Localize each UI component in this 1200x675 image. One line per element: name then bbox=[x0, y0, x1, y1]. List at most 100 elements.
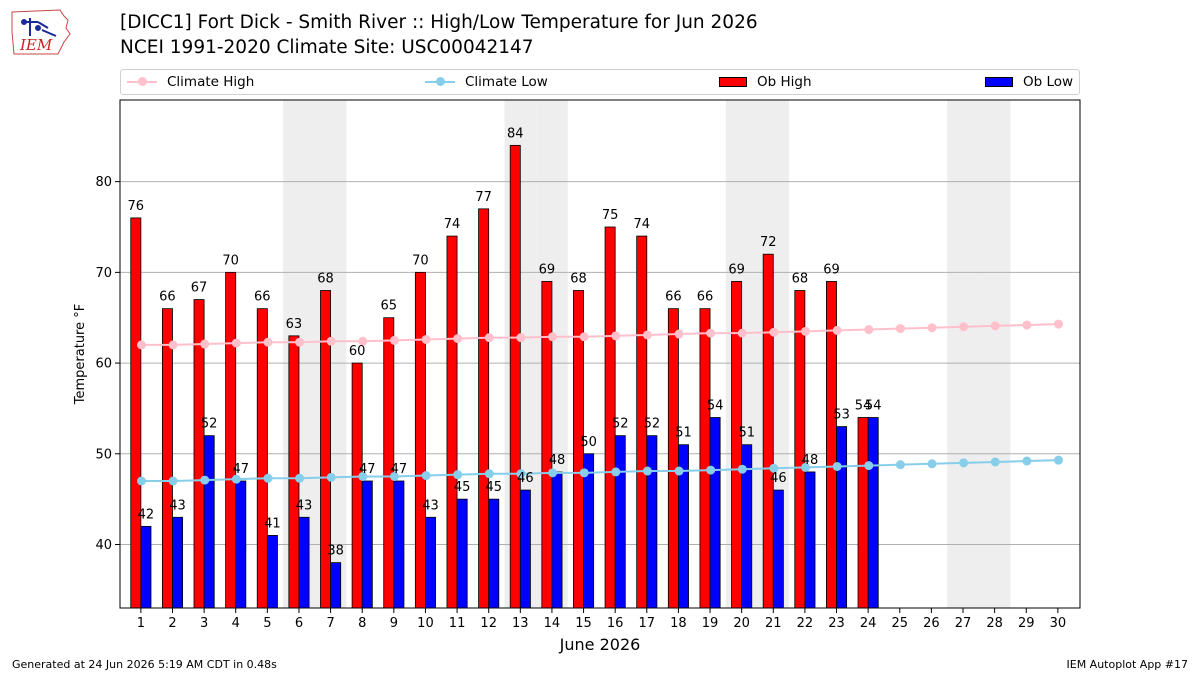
x-tick-label-24: 24 bbox=[860, 616, 877, 631]
ob-high-bar-day-21 bbox=[763, 254, 773, 608]
climate-high-point-day-21 bbox=[769, 328, 778, 337]
climate-high-point-day-14 bbox=[548, 332, 557, 341]
ob-low-label-day-12: 45 bbox=[485, 480, 502, 495]
climate-low-point-day-15 bbox=[580, 468, 589, 477]
ob-high-label-day-4: 70 bbox=[222, 253, 239, 268]
x-tick-label-16: 16 bbox=[607, 616, 624, 631]
x-tick-label-21: 21 bbox=[765, 616, 782, 631]
climate-high-point-day-16 bbox=[611, 331, 620, 340]
ob-low-bar-day-13 bbox=[520, 490, 530, 608]
ob-high-label-day-11: 74 bbox=[444, 217, 461, 232]
ob-low-bar-day-2 bbox=[172, 517, 182, 608]
climate-low-point-day-11 bbox=[453, 470, 462, 479]
x-tick-label-5: 5 bbox=[263, 616, 271, 631]
ob-low-bar-day-24 bbox=[868, 418, 878, 609]
climate-low-point-day-30 bbox=[1054, 456, 1063, 465]
ob-low-bar-day-14 bbox=[552, 472, 562, 608]
ob-low-label-day-8: 47 bbox=[359, 462, 376, 477]
climate-high-point-day-12 bbox=[485, 333, 494, 342]
climate-high-point-day-25 bbox=[896, 324, 905, 333]
ob-high-label-day-8: 60 bbox=[349, 344, 366, 359]
climate-high-point-day-1 bbox=[137, 340, 146, 349]
climate-high-point-day-28 bbox=[991, 321, 1000, 330]
ob-low-bar-day-7 bbox=[331, 563, 341, 608]
ob-high-label-day-18: 66 bbox=[665, 290, 682, 305]
ob-high-label-day-15: 68 bbox=[570, 272, 587, 287]
x-tick-label-20: 20 bbox=[733, 616, 750, 631]
climate-low-point-day-14 bbox=[548, 468, 557, 477]
x-tick-label-17: 17 bbox=[639, 616, 656, 631]
climate-low-point-day-18 bbox=[675, 467, 684, 476]
ob-low-bar-day-21 bbox=[773, 490, 783, 608]
ob-low-label-day-6: 43 bbox=[296, 498, 313, 513]
ob-low-bar-day-4 bbox=[236, 481, 246, 608]
x-tick-label-12: 12 bbox=[480, 616, 497, 631]
ob-low-label-day-17: 52 bbox=[644, 417, 661, 432]
ob-low-label-day-18: 51 bbox=[675, 426, 692, 441]
ob-low-label-day-9: 47 bbox=[391, 462, 408, 477]
x-tick-label-9: 9 bbox=[390, 616, 398, 631]
x-tick-label-13: 13 bbox=[512, 616, 529, 631]
ob-low-bar-day-3 bbox=[204, 436, 214, 608]
ob-high-label-day-9: 65 bbox=[381, 299, 398, 314]
ob-low-label-day-7: 38 bbox=[327, 544, 344, 559]
ob-low-label-day-21: 46 bbox=[770, 471, 787, 486]
y-tick-label-80: 80 bbox=[95, 175, 112, 190]
x-tick-label-25: 25 bbox=[891, 616, 908, 631]
ob-high-label-day-16: 75 bbox=[602, 208, 619, 223]
x-tick-label-27: 27 bbox=[955, 616, 972, 631]
ob-high-label-day-20: 69 bbox=[728, 262, 745, 277]
ob-high-bar-day-10 bbox=[415, 272, 425, 608]
climate-high-point-day-9 bbox=[390, 336, 399, 345]
ob-high-bar-day-13 bbox=[510, 145, 520, 608]
x-axis-label: June 2026 bbox=[559, 635, 641, 654]
climate-low-point-day-26 bbox=[928, 459, 937, 468]
footer-generated-text: Generated at 24 Jun 2026 5:19 AM CDT in … bbox=[12, 658, 277, 671]
climate-high-point-day-26 bbox=[928, 323, 937, 332]
ob-low-bar-day-17 bbox=[647, 436, 657, 608]
ob-low-bar-day-22 bbox=[805, 472, 815, 608]
climate-low-point-day-27 bbox=[959, 458, 968, 467]
climate-high-point-day-6 bbox=[295, 338, 304, 347]
climate-high-point-day-2 bbox=[169, 340, 178, 349]
ob-high-bar-day-22 bbox=[795, 291, 805, 609]
weekend-shade-day-27 bbox=[947, 100, 979, 608]
ob-high-bar-day-5 bbox=[257, 309, 267, 608]
ob-high-bar-day-2 bbox=[162, 309, 172, 608]
ob-high-label-day-6: 63 bbox=[286, 317, 303, 332]
x-tick-label-14: 14 bbox=[544, 616, 561, 631]
ob-high-bar-day-18 bbox=[668, 309, 678, 608]
ob-low-label-day-3: 52 bbox=[201, 417, 218, 432]
ob-low-bar-day-8 bbox=[362, 481, 372, 608]
ob-low-label-day-14: 48 bbox=[549, 453, 566, 468]
y-tick-label-40: 40 bbox=[95, 538, 112, 553]
climate-high-point-day-17 bbox=[643, 330, 652, 339]
ob-high-bar-day-4 bbox=[226, 272, 236, 608]
ob-low-label-day-5: 41 bbox=[264, 516, 281, 531]
climate-high-point-day-20 bbox=[738, 329, 747, 338]
x-tick-label-29: 29 bbox=[1018, 616, 1035, 631]
ob-high-bar-day-8 bbox=[352, 363, 362, 608]
ob-high-label-day-12: 77 bbox=[475, 190, 492, 205]
ob-high-label-day-22: 68 bbox=[792, 272, 809, 287]
ob-low-label-day-15: 50 bbox=[580, 435, 597, 450]
ob-low-label-day-11: 45 bbox=[454, 480, 471, 495]
climate-low-point-day-23 bbox=[833, 462, 842, 471]
ob-high-label-day-7: 68 bbox=[317, 272, 334, 287]
climate-high-point-day-27 bbox=[959, 322, 968, 331]
ob-high-label-day-14: 69 bbox=[539, 262, 556, 277]
climate-low-point-day-19 bbox=[706, 466, 715, 475]
ob-low-bar-day-1 bbox=[141, 526, 151, 608]
climate-low-point-day-16 bbox=[611, 467, 620, 476]
climate-low-point-day-12 bbox=[485, 469, 494, 478]
x-tick-label-23: 23 bbox=[828, 616, 845, 631]
climate-high-point-day-23 bbox=[833, 326, 842, 335]
ob-high-bar-day-11 bbox=[447, 236, 457, 608]
ob-low-label-day-4: 47 bbox=[233, 462, 250, 477]
x-tick-label-11: 11 bbox=[449, 616, 466, 631]
x-tick-label-6: 6 bbox=[295, 616, 303, 631]
x-tick-label-3: 3 bbox=[200, 616, 208, 631]
ob-low-bar-day-19 bbox=[710, 418, 720, 609]
x-tick-label-28: 28 bbox=[986, 616, 1003, 631]
